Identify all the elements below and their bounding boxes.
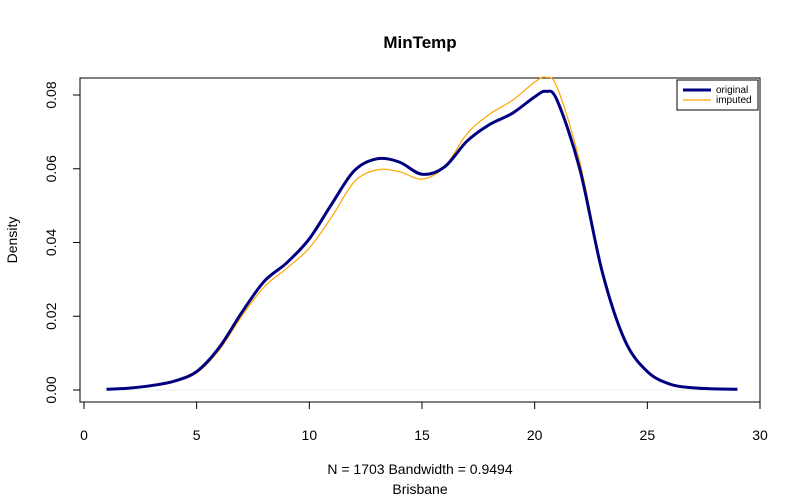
legend-box [676,79,759,111]
x-tick-label: 15 [414,427,430,443]
plot-frame [79,77,761,403]
y-tick-label: 0.06 [43,155,59,182]
x-tick-label: 25 [640,427,656,443]
x-axis: 0 5 10 15 20 25 30 [80,401,768,443]
y-axis-label: Density [4,217,20,264]
x-tick-label: 30 [752,427,768,443]
y-tick-label: 0.00 [43,376,59,403]
series-layer [106,76,738,391]
chart-title: MinTemp [383,33,456,52]
x-axis-label: N = 1703 Bandwidth = 0.9494 [327,461,512,477]
y-tick-label: 0.04 [43,229,59,256]
y-axis: 0.00 0.02 0.04 0.06 0.08 [43,81,81,404]
x-tick-label: 5 [193,427,201,443]
x-tick-label: 20 [527,427,543,443]
series-line-imputed [106,76,738,390]
y-tick-label: 0.02 [43,302,59,329]
x-tick-label: 10 [302,427,318,443]
subtitle: Brisbane [392,481,447,497]
legend-label-imputed: imputed [716,95,752,106]
legend: original imputed [676,79,759,111]
y-tick-label: 0.08 [43,81,59,108]
series-line-original [106,89,738,391]
legend-label-original: original [716,85,748,96]
x-tick-label: 0 [80,427,88,443]
